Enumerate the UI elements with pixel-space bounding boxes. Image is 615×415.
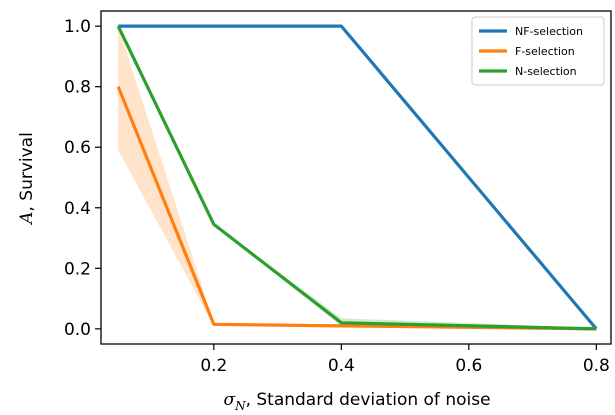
y-tick-label: 0.0 bbox=[64, 320, 91, 340]
y-tick-label: 0.4 bbox=[64, 199, 91, 219]
legend-label-n-selection: N-selection bbox=[515, 65, 577, 78]
legend-label-nf-selection: NF-selection bbox=[515, 25, 583, 38]
series-lines bbox=[116, 24, 598, 331]
x-tick-label: 0.8 bbox=[583, 356, 610, 376]
x-tick-label: 0.2 bbox=[200, 356, 227, 376]
legend-box bbox=[471, 16, 605, 86]
x-axis-label-symbol: σ bbox=[223, 390, 235, 410]
y-tick-label: 0.8 bbox=[64, 78, 91, 98]
y-axis-label: A, Survival bbox=[17, 132, 37, 226]
f-selection-line bbox=[116, 86, 597, 331]
y-tick-label: 0.2 bbox=[64, 259, 91, 279]
x-axis-label-subscript: N bbox=[234, 399, 246, 413]
plot-frame bbox=[100, 10, 612, 345]
legend: NF-selection F-selection N-selection bbox=[471, 16, 605, 86]
y-tick-label: 1.0 bbox=[64, 17, 91, 37]
y-axis-ticks: 0.0 0.2 0.4 0.6 0.8 1.0 bbox=[64, 17, 101, 340]
x-axis-ticks: 0.2 0.4 0.6 0.8 bbox=[200, 344, 610, 376]
x-tick-label: 0.6 bbox=[455, 356, 482, 376]
n-selection-line bbox=[116, 25, 597, 331]
x-axis-label-text: , Standard deviation of noise bbox=[246, 390, 491, 410]
nf-selection-line bbox=[118, 24, 598, 330]
y-axis-label-symbol: A bbox=[17, 212, 37, 226]
y-axis-label-text: , Survival bbox=[17, 132, 37, 211]
x-tick-label: 0.4 bbox=[328, 356, 355, 376]
legend-label-f-selection: F-selection bbox=[515, 45, 575, 58]
y-tick-label: 0.6 bbox=[64, 138, 91, 158]
x-axis-label: σN, Standard deviation of noise bbox=[223, 390, 490, 413]
